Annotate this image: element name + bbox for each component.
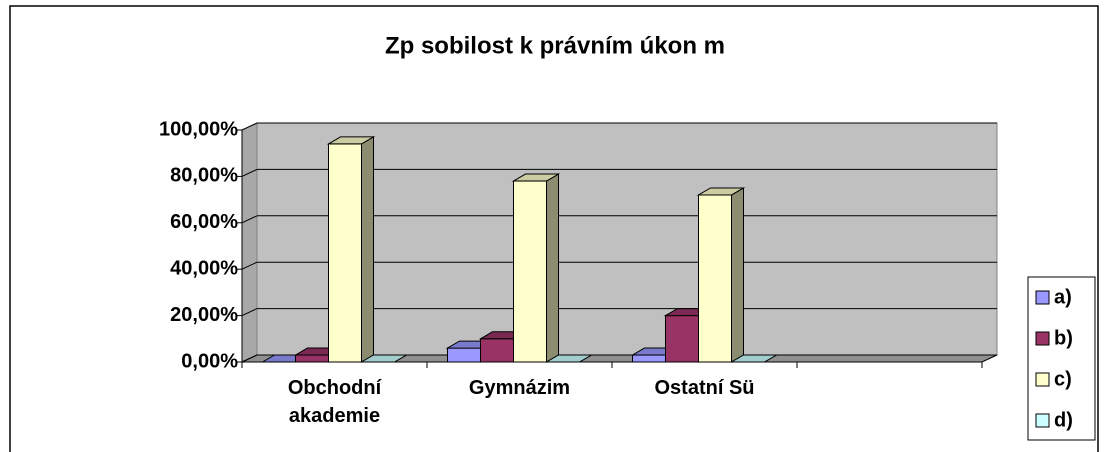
grid-line xyxy=(241,215,258,224)
grid-line xyxy=(241,354,258,363)
bar-top xyxy=(729,354,779,363)
chart-title: Zp sobilost k právním úkon m xyxy=(385,32,725,59)
y-tick-label: 60,00% xyxy=(170,211,238,233)
grid-line xyxy=(241,122,258,131)
x-tick-label: Ostatní Sü xyxy=(654,377,755,399)
legend-swatch xyxy=(1035,290,1050,305)
bar-front xyxy=(665,315,699,363)
bar-side xyxy=(361,136,374,363)
legend-label: a) xyxy=(1054,286,1072,308)
y-tick-label: 40,00% xyxy=(170,257,238,279)
grid-line xyxy=(241,261,258,270)
bar-top xyxy=(544,354,594,363)
bar-top xyxy=(359,354,409,363)
bar-top xyxy=(696,187,746,196)
bar-front xyxy=(698,194,732,363)
legend-swatch xyxy=(1035,372,1050,387)
bar-front xyxy=(447,347,481,363)
legend-label: c) xyxy=(1054,368,1072,390)
legend-swatch xyxy=(1035,331,1050,346)
back-wall xyxy=(256,122,998,356)
y-tick-label: 80,00% xyxy=(170,165,238,187)
x-tick-label: Gymnázim xyxy=(468,377,571,399)
legend-swatch xyxy=(1035,413,1050,428)
y-tick-label: 0,00% xyxy=(181,350,238,372)
grid-line xyxy=(241,168,258,177)
bar-front xyxy=(632,354,666,363)
bar-top xyxy=(511,173,561,182)
bar-front xyxy=(480,338,514,363)
left-wall xyxy=(241,122,258,363)
x-tick-label: Obchodní akademie xyxy=(287,377,382,427)
bar-front xyxy=(295,354,329,363)
legend-label: d) xyxy=(1054,409,1073,431)
y-tick-label: 20,00% xyxy=(170,304,238,326)
bar-side xyxy=(731,187,744,363)
bar-front xyxy=(513,180,547,363)
legend-label: b) xyxy=(1054,327,1073,349)
bar-top xyxy=(326,136,376,145)
legend-box xyxy=(1027,276,1096,441)
bar-side xyxy=(546,173,559,363)
y-tick-label: 100,00% xyxy=(159,118,238,140)
grid-line xyxy=(241,308,258,317)
bar-front xyxy=(328,143,362,363)
